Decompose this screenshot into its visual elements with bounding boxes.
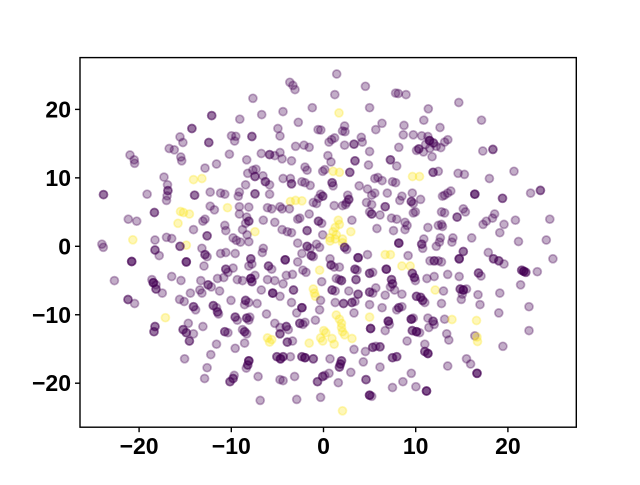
svg-text:−10: −10 bbox=[32, 302, 71, 328]
svg-text:10: 10 bbox=[403, 433, 429, 459]
svg-text:−20: −20 bbox=[32, 370, 71, 396]
svg-text:0: 0 bbox=[58, 233, 71, 259]
svg-text:0: 0 bbox=[317, 433, 330, 459]
svg-text:−20: −20 bbox=[120, 433, 159, 459]
svg-text:−10: −10 bbox=[212, 433, 251, 459]
svg-text:10: 10 bbox=[45, 165, 71, 191]
svg-text:20: 20 bbox=[45, 96, 71, 122]
svg-text:20: 20 bbox=[495, 433, 521, 459]
